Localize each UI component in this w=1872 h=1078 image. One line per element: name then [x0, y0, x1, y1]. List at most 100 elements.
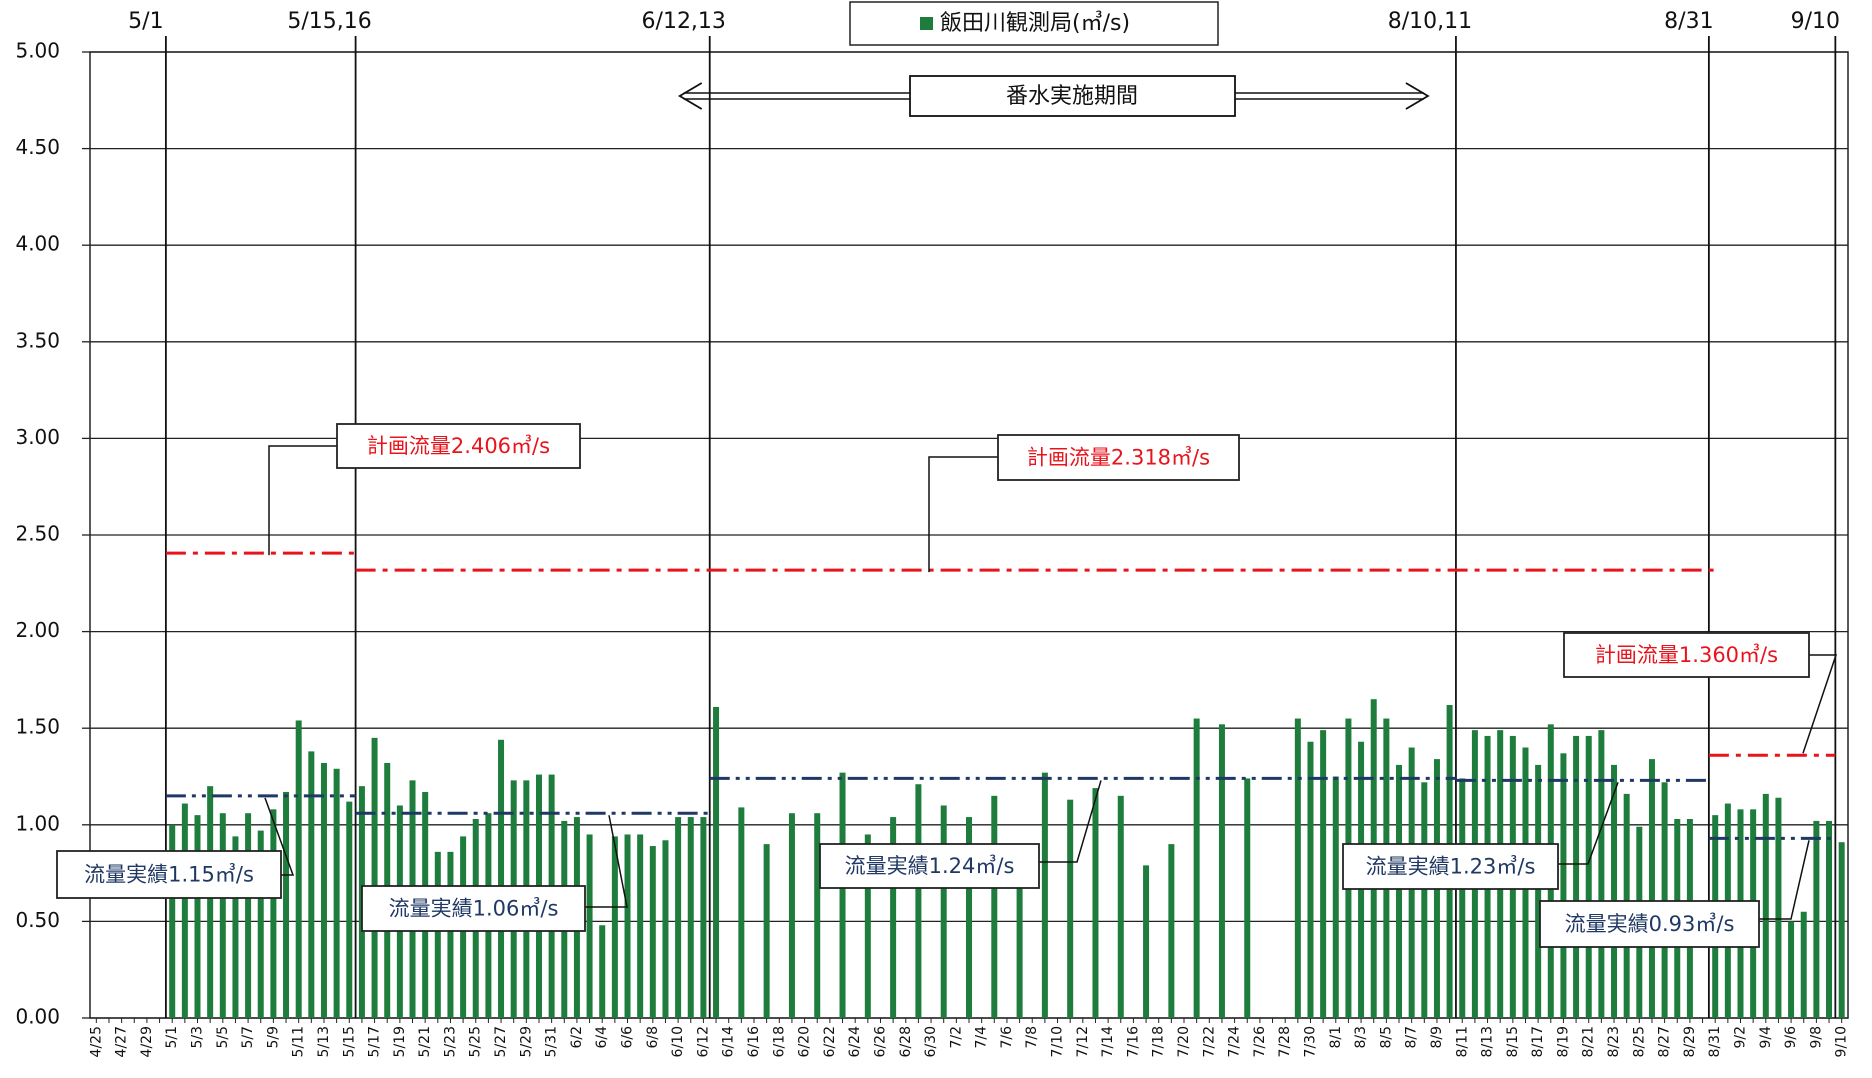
x-tick-label: 6/24: [847, 1026, 863, 1058]
bar: [320, 762, 327, 1018]
callout-box: [1563, 632, 1810, 678]
x-tick-label: 8/27: [1657, 1026, 1673, 1057]
x-tick-label: 9/10: [1834, 1026, 1850, 1057]
bar: [1117, 795, 1124, 1018]
x-tick-label: 7/10: [1050, 1026, 1066, 1057]
x-tick-label: 6/18: [771, 1026, 787, 1057]
bar: [713, 706, 720, 1018]
bar: [181, 803, 188, 1018]
y-tick-label: 3.50: [15, 328, 60, 352]
x-tick-label: 5/7: [240, 1026, 256, 1049]
bar: [434, 851, 441, 1018]
bar: [194, 815, 201, 1018]
x-tick-label: 7/30: [1302, 1026, 1318, 1057]
callout-leader: [928, 456, 998, 573]
y-tick-label: 4.50: [15, 135, 60, 159]
callout-leader: [1802, 654, 1838, 754]
x-tick-label: 7/26: [1252, 1026, 1268, 1058]
x-tick-label: 6/22: [822, 1026, 838, 1057]
x-tick-label: 9/6: [1783, 1026, 1799, 1049]
bar: [1788, 921, 1795, 1018]
period-box: [909, 75, 1236, 117]
bar: [700, 817, 707, 1018]
x-tick-label: 6/16: [746, 1026, 762, 1058]
callout-box: [361, 885, 586, 932]
callout-leader: [268, 445, 337, 556]
bar: [890, 817, 897, 1018]
period-marker-label: 9/10: [1791, 9, 1840, 34]
x-tick-label: 9/4: [1758, 1026, 1774, 1049]
bar: [1193, 718, 1200, 1018]
y-tick-label: 5.00: [15, 39, 60, 63]
bar: [788, 813, 795, 1018]
bar: [207, 786, 214, 1018]
x-tick-label: 6/12: [695, 1026, 711, 1057]
bar: [257, 830, 264, 1018]
bar: [624, 834, 631, 1018]
y-tick-label: 4.00: [15, 232, 60, 256]
x-tick-label: 5/21: [417, 1026, 433, 1057]
x-tick-label: 9/8: [1808, 1026, 1824, 1049]
x-tick-label: 7/24: [1227, 1026, 1243, 1058]
x-tick-label: 5/11: [291, 1026, 307, 1057]
bar: [1838, 842, 1845, 1018]
bar: [599, 925, 606, 1018]
x-tick-label: 5/19: [392, 1026, 408, 1057]
bar: [333, 768, 340, 1018]
x-tick-label: 8/25: [1631, 1026, 1647, 1057]
bar: [675, 817, 682, 1018]
y-tick-label: 1.00: [15, 811, 60, 835]
bar: [1775, 797, 1782, 1018]
x-tick-label: 8/21: [1581, 1026, 1597, 1057]
x-tick-label: 5/25: [468, 1026, 484, 1057]
x-tick-label: 8/11: [1454, 1026, 1470, 1057]
x-tick-label: 5/23: [442, 1026, 458, 1057]
x-tick-label: 8/5: [1378, 1026, 1394, 1049]
bar: [1611, 764, 1618, 1018]
bar: [1244, 778, 1251, 1018]
bar: [1218, 724, 1225, 1018]
bar: [1598, 730, 1605, 1018]
bar: [1421, 782, 1428, 1018]
callout-box: [1539, 900, 1760, 948]
x-tick-label: 5/15: [341, 1026, 357, 1057]
x-tick-label: 8/15: [1505, 1026, 1521, 1057]
x-tick-label: 4/27: [114, 1026, 130, 1057]
bar: [295, 720, 302, 1018]
x-tick-label: 6/28: [898, 1026, 914, 1057]
x-tick-label: 5/13: [316, 1026, 332, 1057]
callout-leader: [1558, 782, 1619, 865]
x-tick-label: 6/8: [645, 1026, 661, 1049]
bar: [308, 751, 315, 1018]
x-tick-label: 8/19: [1555, 1026, 1571, 1057]
bar: [232, 836, 239, 1018]
y-tick-label: 2.50: [15, 522, 60, 546]
bar: [1067, 799, 1074, 1018]
callout-box: [1342, 843, 1559, 890]
callout-label: 計画流量1.360㎥/s: [1595, 643, 1778, 667]
bar: [1762, 793, 1769, 1018]
bar: [169, 824, 176, 1018]
callout-label: 流量実績1.06㎥/s: [389, 897, 559, 921]
period-marker-label: 5/1: [128, 9, 163, 34]
bar: [1396, 764, 1403, 1018]
x-tick-label: 6/6: [620, 1026, 636, 1049]
x-tick-label: 5/29: [518, 1026, 534, 1057]
x-tick-label: 9/2: [1732, 1026, 1748, 1049]
bar: [1585, 735, 1592, 1018]
period-marker-label: 8/31: [1664, 9, 1713, 34]
period-marker-label: 8/10,11: [1388, 9, 1472, 34]
x-tick-label: 8/31: [1707, 1026, 1723, 1057]
bar: [991, 795, 998, 1018]
bar: [1648, 759, 1655, 1018]
bar: [864, 834, 871, 1018]
x-tick-label: 6/4: [594, 1026, 610, 1049]
callout-box: [997, 434, 1240, 481]
bar: [839, 772, 846, 1018]
callout-label: 流量実績1.24㎥/s: [845, 854, 1015, 878]
bar: [637, 834, 644, 1018]
arrow-head: [1405, 82, 1430, 110]
x-tick-label: 7/18: [1151, 1026, 1167, 1057]
bar: [283, 791, 290, 1018]
